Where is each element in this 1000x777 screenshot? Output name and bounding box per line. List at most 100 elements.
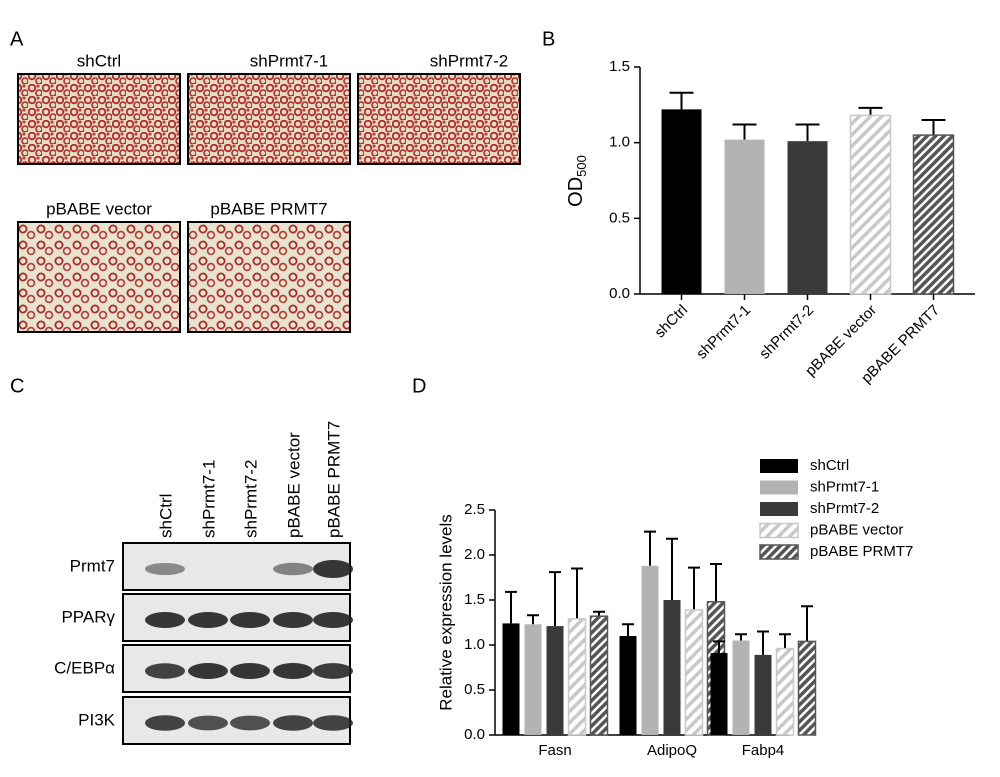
bar <box>589 615 609 736</box>
panel-label: A <box>10 28 24 50</box>
error-bar <box>710 563 722 602</box>
band <box>145 562 185 576</box>
band <box>188 612 228 628</box>
y-tick-label: 0.0 <box>609 285 630 302</box>
bar <box>849 114 892 295</box>
lane-label: shPrmt7-1 <box>199 460 218 538</box>
error-bar <box>593 610 605 617</box>
band <box>313 663 353 679</box>
y-tick-label: 0.5 <box>609 209 630 226</box>
row-label: PI3K <box>78 710 116 729</box>
lane-label: shPrmt7-2 <box>241 460 260 538</box>
row-label: Prmt7 <box>70 556 115 575</box>
panel-label: C <box>10 375 24 397</box>
bar <box>797 640 817 736</box>
legend-label: shPrmt7-1 <box>810 478 879 495</box>
error-bar <box>921 118 946 136</box>
lane-label: pBABE PRMT7 <box>324 421 343 538</box>
y-axis-title-sub: 500 <box>574 155 589 177</box>
bar <box>775 647 795 736</box>
bar <box>567 618 587 736</box>
band <box>145 715 185 731</box>
error-bar <box>779 633 791 649</box>
y-tick-label: 2.0 <box>464 546 485 563</box>
bar <box>724 139 765 294</box>
legend-swatch <box>759 544 799 560</box>
micrograph <box>357 73 521 165</box>
micrograph <box>17 73 181 165</box>
bar <box>754 654 772 735</box>
bar <box>732 640 750 735</box>
image-label: shPrmt7-2 <box>430 51 508 70</box>
image-label: shCtrl <box>77 51 121 70</box>
row-label: PPARγ <box>61 607 115 626</box>
micrograph <box>187 221 351 333</box>
error-bar <box>732 123 757 140</box>
band <box>273 663 313 679</box>
bar <box>546 626 564 735</box>
y-tick-label: 1.5 <box>609 58 630 75</box>
panel-label: B <box>542 28 555 50</box>
legend-swatch <box>760 480 798 495</box>
error-bar <box>688 566 700 610</box>
error-bar <box>757 630 769 655</box>
error-bar <box>666 537 678 600</box>
lane-label: pBABE vector <box>284 432 303 538</box>
error-bar <box>795 123 820 142</box>
band <box>230 715 270 731</box>
micrograph <box>187 73 351 165</box>
band <box>313 715 353 731</box>
bar <box>663 600 681 735</box>
legend-label: pBABE vector <box>810 521 903 538</box>
x-tick-label: Fabp4 <box>742 742 785 759</box>
y-tick-label: 1.0 <box>609 134 630 151</box>
blot <box>122 542 351 591</box>
image-label: shPrmt7-1 <box>250 51 328 70</box>
error-bar <box>505 590 517 624</box>
row-label: C/EBPα <box>54 658 115 677</box>
bar <box>912 134 955 295</box>
y-axis-title-main: OD <box>565 177 587 207</box>
bar <box>502 623 520 735</box>
error-bar <box>644 530 656 566</box>
band <box>313 612 353 628</box>
image-label: pBABE vector <box>46 199 152 218</box>
y-tick-label: 1.0 <box>464 636 485 653</box>
band <box>273 715 313 731</box>
legend-swatch <box>760 459 798 473</box>
band <box>230 663 270 679</box>
legend-label: pBABE PRMT7 <box>810 543 913 560</box>
bar <box>661 109 702 294</box>
panel-label: D <box>412 375 426 397</box>
band <box>188 663 228 679</box>
bar <box>787 141 828 294</box>
x-tick-label: Fasn <box>538 742 571 759</box>
band <box>230 612 270 628</box>
y-tick-label: 1.5 <box>464 591 485 608</box>
y-axis-title: OD500 <box>565 155 589 207</box>
y-axis-title: Relative expression levels <box>436 514 455 711</box>
error-bar <box>527 614 539 625</box>
micrograph <box>17 221 181 333</box>
error-bar <box>571 567 583 619</box>
band <box>145 663 185 679</box>
error-bar <box>622 623 634 636</box>
band <box>188 715 228 731</box>
bar <box>641 565 659 735</box>
band <box>313 560 353 578</box>
x-tick-label: shCtrl <box>651 302 691 342</box>
x-tick-label: shPrmt7-2 <box>756 302 817 363</box>
error-bar <box>801 605 813 642</box>
error-bar <box>858 106 883 116</box>
x-tick-label: shPrmt7-1 <box>693 302 754 363</box>
bar <box>710 653 728 735</box>
band <box>273 562 313 576</box>
error-bar <box>713 640 725 654</box>
bar <box>524 624 542 735</box>
lane-label: shCtrl <box>156 494 175 538</box>
legend-swatch <box>760 502 798 516</box>
y-tick-label: 0.0 <box>464 726 485 743</box>
y-tick-label: 2.5 <box>464 501 485 518</box>
